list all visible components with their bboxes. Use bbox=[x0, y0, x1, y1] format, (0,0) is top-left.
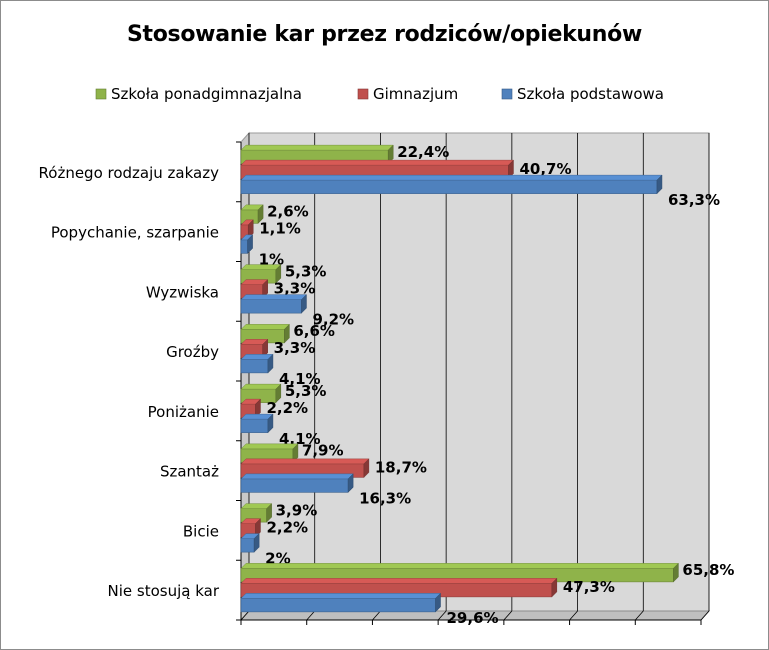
legend-item: Szkoła ponadgimnazjalna bbox=[95, 85, 302, 103]
bar bbox=[240, 413, 274, 434]
data-label: 9,2% bbox=[312, 310, 354, 328]
legend-swatch bbox=[357, 88, 369, 100]
category-label: Szantaż bbox=[160, 463, 219, 481]
data-label: 47,3% bbox=[563, 578, 615, 596]
data-label: 5,3% bbox=[285, 262, 327, 280]
category-label: Nie stosują kar bbox=[108, 582, 220, 600]
bar bbox=[240, 383, 282, 404]
data-label: 18,7% bbox=[375, 459, 427, 477]
legend-item: Gimnazjum bbox=[357, 85, 458, 103]
gridline-floor bbox=[372, 610, 381, 621]
data-label: 63,3% bbox=[668, 191, 720, 209]
data-label: 65,8% bbox=[682, 561, 734, 579]
gridline-floor bbox=[503, 610, 513, 621]
data-label: 3,3% bbox=[274, 339, 316, 357]
chart-title: Stosowanie kar przez rodziców/opiekunów bbox=[126, 22, 642, 47]
bar bbox=[240, 398, 262, 419]
data-label: 1,1% bbox=[259, 220, 301, 238]
data-label: 29,6% bbox=[447, 609, 499, 627]
data-label: 40,7% bbox=[519, 160, 571, 178]
bar bbox=[240, 234, 254, 254]
category-label: Bicie bbox=[183, 522, 219, 540]
legend-label: Gimnazjum bbox=[373, 85, 458, 103]
data-label: 2,6% bbox=[267, 203, 309, 221]
gridline-floor bbox=[700, 610, 710, 621]
bar bbox=[240, 592, 442, 613]
legend-label: Szkoła ponadgimnazjalna bbox=[111, 85, 302, 103]
bar bbox=[240, 503, 273, 523]
legend-label: Szkoła podstawowa bbox=[517, 85, 664, 103]
data-label: 2,2% bbox=[266, 518, 308, 536]
data-label: 1% bbox=[259, 251, 284, 269]
category-label: Wyzwiska bbox=[146, 283, 219, 301]
bar bbox=[240, 353, 274, 374]
bar bbox=[240, 174, 663, 195]
data-label: 2% bbox=[265, 549, 290, 567]
gridline-floor bbox=[569, 610, 578, 621]
gridline-floor bbox=[437, 610, 447, 621]
legend-swatch bbox=[501, 88, 513, 100]
gridline-floor bbox=[634, 610, 644, 621]
bar bbox=[240, 294, 308, 314]
legend-item: Szkoła podstawowa bbox=[501, 85, 664, 103]
category-label: Poniżanie bbox=[148, 403, 219, 421]
gridline-floor bbox=[240, 610, 250, 621]
bar bbox=[240, 204, 264, 224]
legend-swatch bbox=[95, 88, 107, 100]
data-label: 4,1% bbox=[279, 370, 321, 388]
bar bbox=[240, 473, 354, 493]
data-label: 5,3% bbox=[285, 382, 327, 400]
data-label: 2,2% bbox=[266, 399, 308, 417]
data-label: 7,9% bbox=[302, 442, 344, 460]
bar bbox=[240, 219, 254, 239]
data-label: 3,3% bbox=[274, 279, 316, 297]
data-label: 22,4% bbox=[397, 143, 449, 161]
data-label: 16,3% bbox=[359, 490, 411, 508]
category-label: Popychanie, szarpanie bbox=[51, 224, 219, 242]
data-label: 3,9% bbox=[276, 501, 318, 519]
category-label: Różnego rodzaju zakazy bbox=[39, 164, 220, 182]
category-label: Groźby bbox=[166, 343, 219, 361]
data-label: 6,6% bbox=[293, 322, 335, 340]
data-label: 4,1% bbox=[279, 430, 321, 448]
gridline-floor bbox=[306, 610, 316, 621]
bar bbox=[240, 533, 260, 553]
